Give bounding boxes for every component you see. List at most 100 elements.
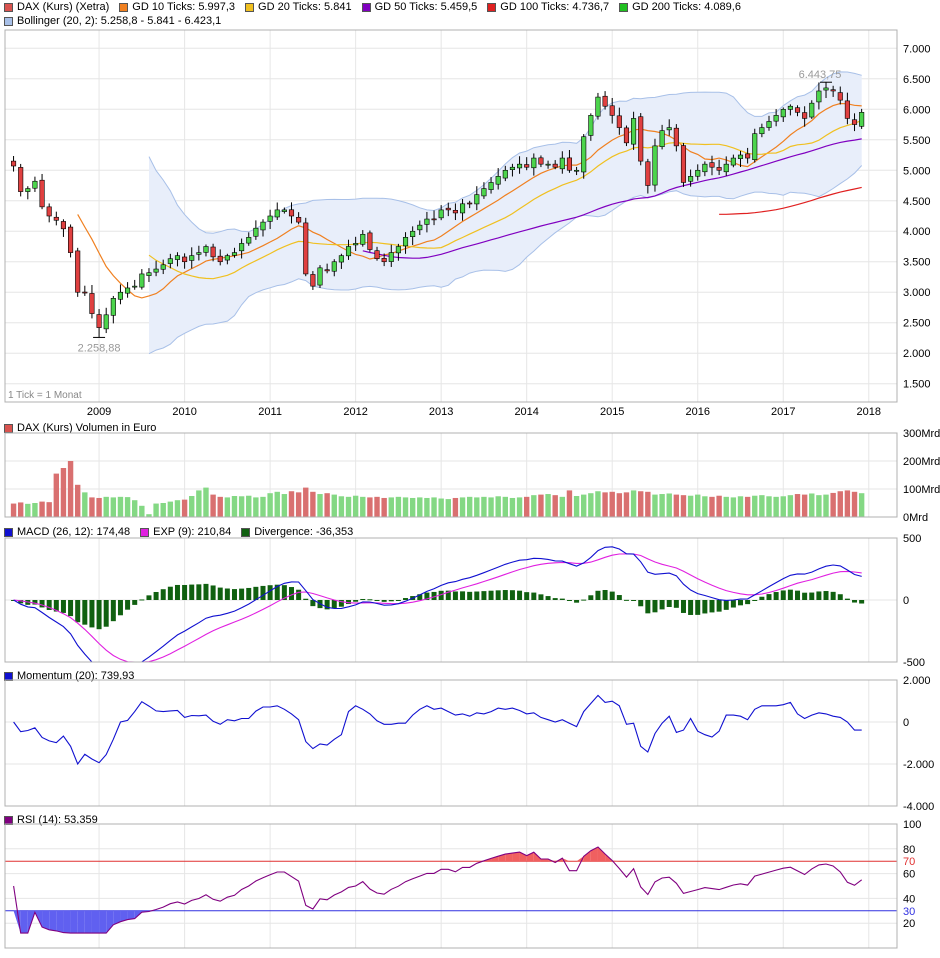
- candle-body: [445, 207, 451, 211]
- candle-body: [110, 298, 116, 316]
- macd-divergence-bar: [759, 596, 765, 600]
- macd-divergence-bar: [338, 600, 344, 607]
- legend-swatch: [619, 2, 629, 12]
- bollinger-legend: Bollinger (20, 2): 5.258,8 - 5.841 - 6.4…: [4, 14, 221, 28]
- macd-legend: MACD (26, 12): 174,48 EXP (9): 210,84 Di…: [4, 525, 353, 539]
- candle-body: [531, 157, 537, 169]
- legend-label: EXP (9): 210,84: [153, 526, 232, 538]
- candle-body: [182, 256, 188, 263]
- candle-body: [217, 255, 223, 263]
- volume-bar: [246, 495, 252, 517]
- volume-bar: [851, 491, 858, 517]
- legend-label: GD 50 Ticks: 5.459,5: [374, 1, 478, 13]
- volume-bar: [160, 503, 166, 517]
- volume-bar: [181, 499, 188, 517]
- macd-divergence-bar: [424, 592, 430, 600]
- volume-bar: [573, 496, 580, 517]
- price-tick-label: 2.500: [903, 318, 931, 330]
- macd-divergence-bar: [32, 600, 38, 605]
- candle-body: [702, 163, 708, 173]
- macd-divergence-bar: [645, 600, 651, 614]
- volume-bar: [132, 500, 138, 517]
- volume-bar: [830, 492, 836, 517]
- volume-bar: [82, 492, 88, 517]
- rsi-overbought-fill: [590, 846, 598, 862]
- volume-bar: [652, 494, 658, 517]
- volume-bar: [801, 494, 808, 517]
- macd-divergence-bar: [82, 600, 88, 625]
- candle-body: [288, 209, 295, 217]
- macd-divergence-bar: [253, 586, 259, 600]
- macd-divergence-bar: [281, 585, 287, 600]
- macd-divergence-bar: [96, 600, 102, 630]
- macd-divergence-bar: [673, 600, 679, 608]
- candle-body: [538, 157, 544, 165]
- volume-panel-frame: [4, 432, 898, 518]
- momentum-tick-label: -2.000: [903, 759, 934, 771]
- volume-bar: [531, 495, 537, 517]
- volume-bar: [687, 495, 694, 517]
- candle-body: [695, 169, 701, 177]
- macd-divergence-bar: [723, 600, 729, 610]
- macd-divergence-bar: [588, 595, 594, 600]
- macd-divergence-bar: [260, 585, 266, 600]
- rsi-overbought-fill: [491, 856, 499, 862]
- min-annotation: 2.258,88: [78, 342, 121, 354]
- volume-bar: [146, 514, 152, 517]
- candle-body: [509, 166, 515, 170]
- macd-divergence-bar: [531, 592, 537, 600]
- macd-divergence-bar: [517, 590, 523, 600]
- candle-body: [39, 179, 45, 208]
- volume-bar: [139, 505, 145, 517]
- volume-bar: [516, 497, 523, 517]
- volume-bar: [153, 503, 159, 517]
- candle-body: [253, 227, 259, 237]
- macd-divergence-bar: [495, 590, 501, 600]
- bollinger-lower-line: [148, 165, 863, 355]
- rsi-oversold-fill: [77, 910, 85, 934]
- macd-divergence-bar: [766, 594, 772, 600]
- candle-body: [89, 293, 95, 314]
- candle-body: [381, 258, 387, 263]
- legend-swatch: [4, 2, 13, 12]
- tick-note: 1 Tick = 1 Monat: [8, 390, 82, 401]
- candle-body: [588, 115, 594, 136]
- volume-bar: [502, 496, 509, 517]
- candle-body: [310, 274, 316, 287]
- macd-divergence-bar: [417, 594, 423, 600]
- candle-body: [659, 130, 665, 147]
- year-tick-label: 2009: [87, 406, 111, 418]
- macd-divergence-bar: [125, 600, 131, 610]
- macd-divergence-bar: [46, 600, 52, 610]
- legend-label: Momentum (20): 739,93: [17, 670, 135, 682]
- volume-bar: [816, 495, 822, 517]
- candle-body: [274, 209, 280, 218]
- candle-body: [631, 118, 637, 145]
- macd-divergence-bar: [331, 600, 337, 609]
- volume-bar: [67, 461, 74, 517]
- rsi-overbought-fill: [612, 860, 620, 862]
- volume-bar: [167, 501, 174, 517]
- momentum-tick-label: -4.000: [903, 801, 934, 813]
- volume-bar: [260, 496, 266, 517]
- volume-bar: [17, 502, 24, 517]
- volume-bar: [744, 496, 751, 517]
- momentum-line: [13, 694, 862, 766]
- macd-divergence-bar: [346, 600, 352, 605]
- candle-body: [388, 252, 394, 262]
- candle-body: [602, 95, 608, 107]
- volume-bar: [844, 490, 851, 517]
- macd-divergence-bar: [381, 600, 387, 602]
- volume-bar: [352, 495, 359, 517]
- price-tick-label: 4.500: [903, 196, 931, 208]
- volume-bar: [737, 496, 744, 517]
- volume-tick-label: 0Mrd: [903, 512, 928, 524]
- volume-bar: [53, 473, 60, 517]
- candle-body: [431, 218, 437, 221]
- candle-body: [794, 107, 801, 113]
- rsi-overbought-fill: [583, 850, 591, 862]
- volume-bar: [217, 496, 223, 517]
- macd-panel-frame: [4, 537, 898, 663]
- candle-body: [367, 232, 373, 250]
- macd-divergence-bar: [39, 600, 45, 608]
